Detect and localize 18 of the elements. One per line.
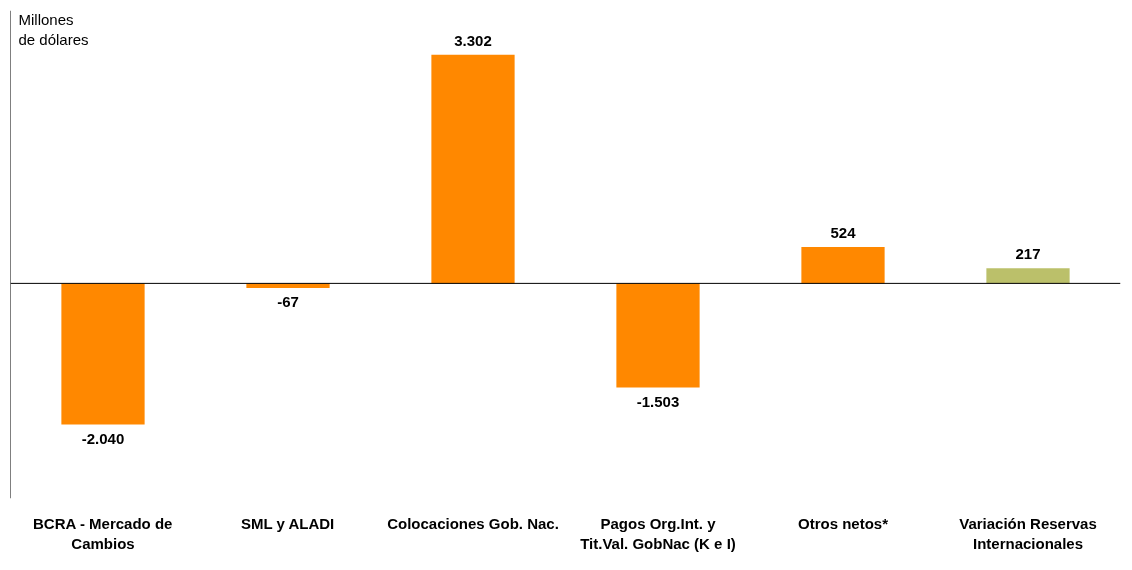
- x-tick-label: Colocaciones Gob. Nac.: [387, 514, 559, 532]
- y-axis-title: Millones de dólares: [18, 10, 89, 48]
- bar: [986, 268, 1070, 284]
- x-tick-label: Pagos Org.Int. y Tit.Val. GobNac (K e I): [580, 514, 736, 552]
- x-tick-label: SML y ALADI: [240, 514, 335, 532]
- data-label: -2.040: [81, 429, 125, 447]
- data-label: -67: [277, 293, 299, 311]
- data-label: 524: [830, 223, 857, 241]
- data-label: -1.503: [636, 392, 680, 410]
- data-label: 217: [1015, 245, 1041, 263]
- bar: [61, 283, 145, 425]
- bar: [801, 247, 885, 284]
- bar: [431, 54, 515, 284]
- x-tick-label: BCRA - Mercado de Cambios: [32, 514, 173, 552]
- bar: [616, 283, 700, 388]
- data-label: 3.302: [454, 31, 492, 49]
- x-tick-label: Variación Reservas Internacionales: [959, 514, 1097, 552]
- x-tick-label: Otros netos*: [797, 514, 889, 532]
